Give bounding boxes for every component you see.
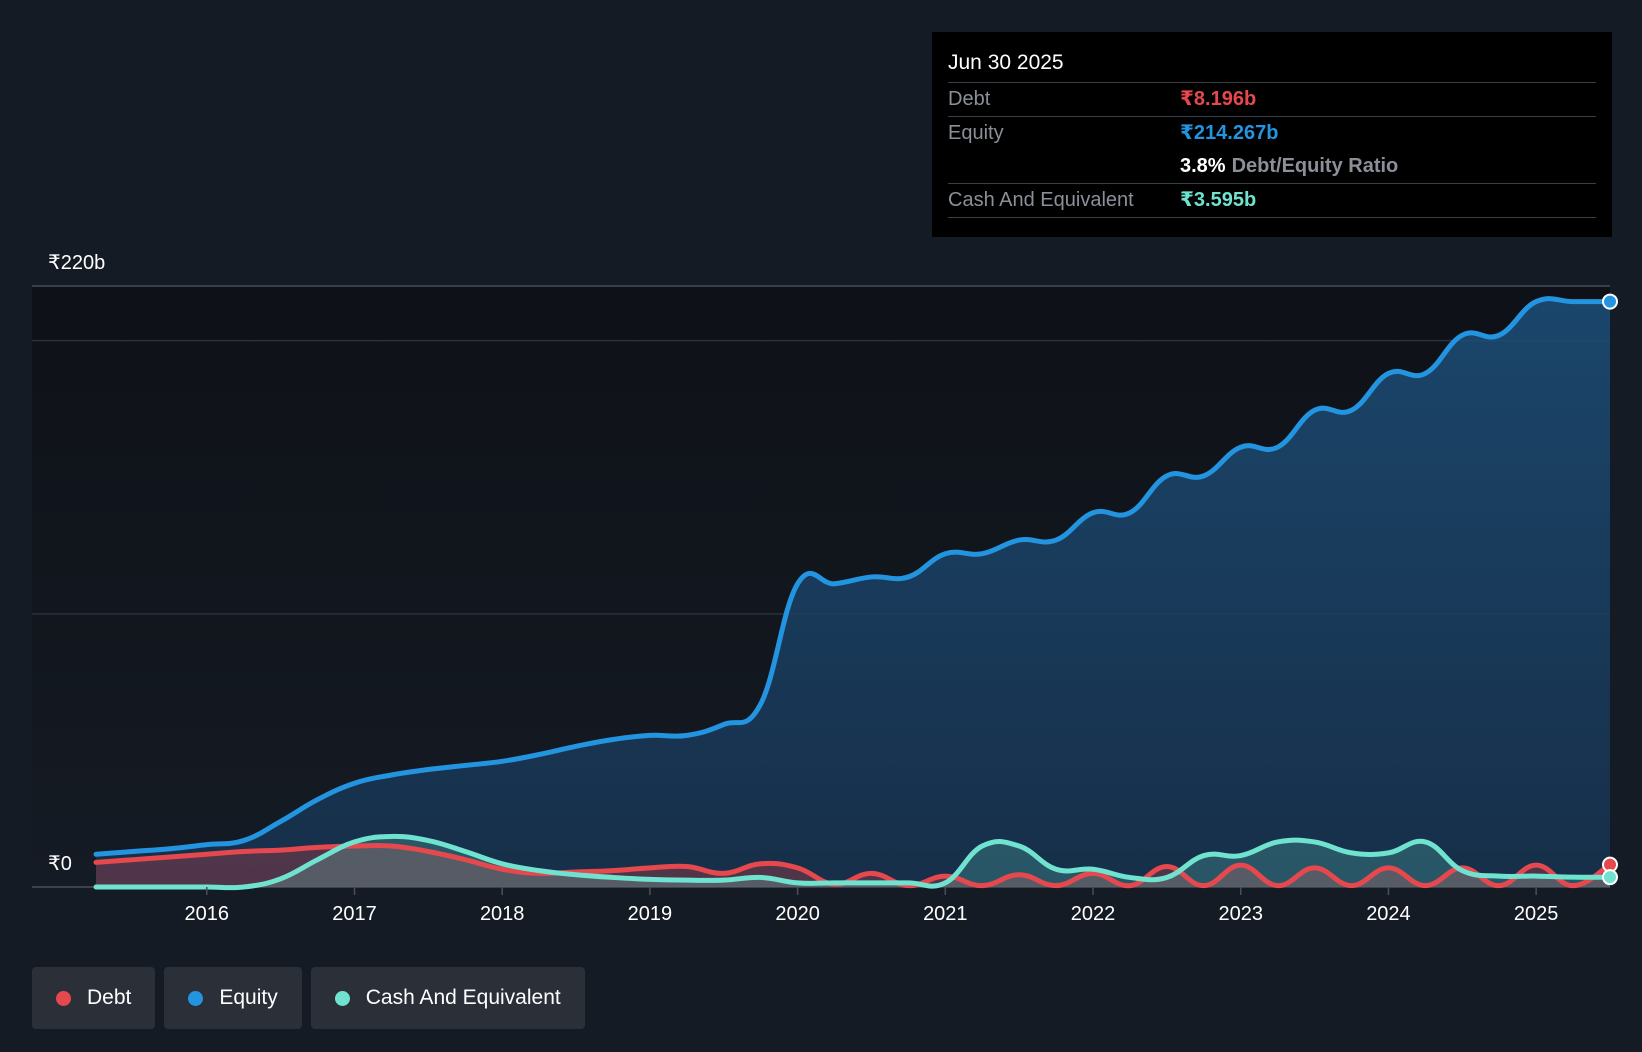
x-tick-label-2018: 2018: [480, 903, 525, 925]
y-axis-top-label: ₹220b: [48, 252, 105, 274]
equity-dot-icon: [188, 990, 204, 1006]
legend-equity-label: Equity: [219, 986, 278, 1009]
tooltip-equity-label: Equity: [948, 122, 1004, 144]
x-axis-ticks: 2016 2017 2018 2019 2020 2021 2022 2023 2024 2025: [185, 887, 1559, 925]
x-tick-label-2020: 2020: [775, 903, 820, 925]
legend-item-equity[interactable]: Equity: [164, 967, 302, 1029]
x-tick-label-2019: 2019: [628, 903, 673, 925]
tooltip-debt-label: Debt: [948, 88, 991, 110]
y-axis-bottom-label: ₹0: [48, 853, 72, 875]
x-tick-label-2017: 2017: [332, 903, 377, 925]
equity-endpoint: [1602, 293, 1618, 310]
x-tick-label-2021: 2021: [923, 903, 968, 925]
x-tick-label-2025: 2025: [1514, 903, 1559, 925]
cash-endpoint: [1602, 869, 1618, 886]
x-tick-label-2024: 2024: [1366, 903, 1411, 925]
chart-legend: Debt Equity Cash And Equivalent: [32, 967, 585, 1029]
x-tick-label-2022: 2022: [1071, 903, 1116, 925]
legend-cash-label: Cash And Equivalent: [365, 986, 561, 1009]
series-lines: [93, 296, 1613, 891]
x-tick-label-2023: 2023: [1218, 903, 1263, 925]
equity-line: [93, 296, 1613, 857]
tooltip-ratio-value: 3.8%: [1180, 155, 1226, 177]
cash-area: [96, 836, 1610, 888]
tooltip-date: Jun 30 2025: [948, 46, 1596, 83]
series-endpoints: [1602, 293, 1618, 886]
cash-dot-icon: [334, 990, 350, 1006]
equity-area: [96, 298, 1610, 887]
tooltip-debt-value: ₹8.196b: [1180, 88, 1257, 110]
tooltip-debt-row: Debt ₹8.196b: [948, 83, 1596, 117]
legend-debt-label: Debt: [87, 986, 132, 1009]
tooltip-cash-row: Cash And Equivalent ₹3.595b: [948, 184, 1596, 218]
debt-area: [96, 845, 1610, 887]
x-tick-label-2016: 2016: [185, 903, 230, 925]
debt-line: [93, 842, 1613, 889]
cash-line: [93, 833, 1613, 891]
legend-item-debt[interactable]: Debt: [32, 967, 156, 1029]
tooltip-equity-value: ₹214.267b: [1180, 122, 1279, 144]
tooltip-ratio-label: Debt/Equity Ratio: [1231, 155, 1399, 177]
legend-item-cash[interactable]: Cash And Equivalent: [310, 967, 585, 1029]
debt-dot-icon: [56, 990, 71, 1006]
tooltip-ratio-row: 3.8% Debt/Equity Ratio: [948, 150, 1596, 184]
series-areas: [96, 298, 1610, 888]
tooltip-cash-label: Cash And Equivalent: [948, 189, 1134, 211]
tooltip-panel: Jun 30 2025 Debt ₹8.196b Equity ₹214.267…: [932, 32, 1612, 237]
tooltip-cash-value: ₹3.595b: [1180, 189, 1257, 211]
tooltip-equity-row: Equity ₹214.267b: [948, 117, 1596, 150]
